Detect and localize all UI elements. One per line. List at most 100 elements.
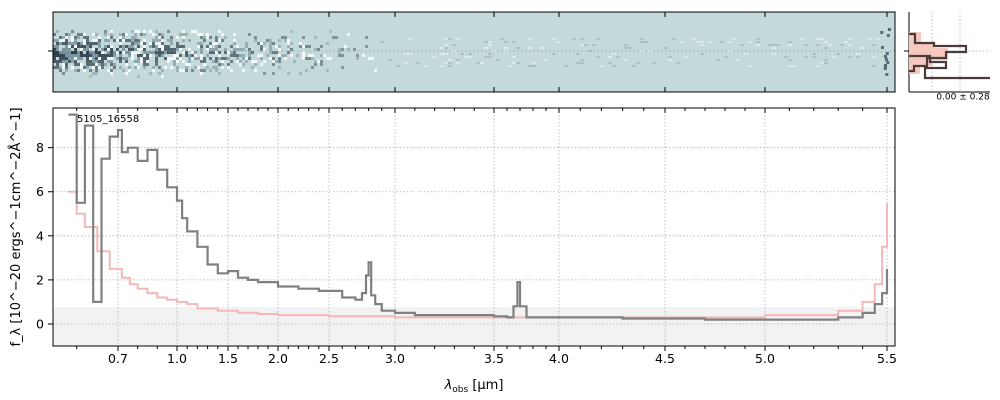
spectrum-pixel <box>128 48 131 51</box>
spectrum-pixel <box>182 51 185 54</box>
spectrum-pixel <box>89 63 92 66</box>
histogram-data-line <box>909 54 990 80</box>
spectrum-pixel <box>772 47 776 49</box>
spectrum-pixel <box>452 44 456 46</box>
spectrum-pixel <box>113 39 116 42</box>
spectrum-pixel <box>221 66 224 69</box>
spectrum-pixel <box>305 57 308 60</box>
spectrum-pixel <box>278 39 281 42</box>
spectrum-pixel <box>185 51 188 54</box>
spectrum-pixel <box>263 72 266 75</box>
spectrum-pixel <box>209 51 212 54</box>
spectrum-pixel <box>119 57 122 60</box>
spectrum-pixel <box>308 57 311 60</box>
spectrum-pixel <box>149 51 152 54</box>
spectrum-pixel <box>128 66 131 69</box>
spectrum-pixel <box>119 36 122 39</box>
spectrum-pixel <box>302 36 305 39</box>
spectrum-pixel <box>122 57 125 60</box>
spectrum-pixel <box>580 59 584 61</box>
spectrum-pixel <box>95 33 98 36</box>
spectrum-pixel <box>624 47 628 49</box>
spectrum-pixel <box>444 44 448 46</box>
spectrum-pixel <box>816 38 820 40</box>
spectrum-pixel <box>314 36 317 39</box>
spectrum-pixel <box>644 41 648 43</box>
spectrum-pixel <box>200 51 203 54</box>
spectrum-pixel <box>580 44 584 46</box>
spectrum-pixel <box>62 42 65 45</box>
spectrum-pixel <box>302 45 305 48</box>
spectrum-pixel <box>110 63 113 66</box>
spectrum-pixel <box>239 60 242 63</box>
spectrum-pixel <box>278 48 281 51</box>
spectrum-pixel <box>131 39 134 42</box>
spectrum-pixel <box>167 60 170 63</box>
spectrum-pixel <box>92 39 95 42</box>
spectrum-pixel <box>170 57 173 60</box>
spectrum-pixel <box>236 48 239 51</box>
spectrum-pixel <box>86 48 89 51</box>
spectrum-pixel <box>248 57 251 60</box>
spectrum-pixel <box>89 57 92 60</box>
spectrum-pixel <box>444 38 448 40</box>
spectrum-pixel <box>92 48 95 51</box>
spectrum-pixel <box>287 45 290 48</box>
spectrum-pixel <box>80 45 83 48</box>
spectrum-pixel <box>203 63 206 66</box>
spectrum-pixel <box>122 69 125 72</box>
spectrum-pixel <box>269 42 272 45</box>
spectrum-pixel <box>62 72 65 75</box>
spectrum-pixel <box>368 57 371 60</box>
spectrum-pixel <box>173 60 176 63</box>
spectrum-pixel <box>95 48 98 51</box>
spectrum-pixel <box>89 51 92 54</box>
spectrum-pixel <box>496 59 500 61</box>
spectrum-pixel <box>104 45 107 48</box>
spectrum-pixel <box>137 54 140 57</box>
spectrum-pixel <box>380 41 384 43</box>
spectrum-pixel <box>179 45 182 48</box>
spectrum-pixel <box>71 51 74 54</box>
spectrum-pixel <box>772 53 776 55</box>
spectrum-pixel <box>532 62 536 64</box>
spectrum-pixel <box>92 33 95 36</box>
spectrum-pixel <box>365 36 368 39</box>
spectrum-pixel <box>480 62 484 64</box>
spectrum-pixel <box>110 33 113 36</box>
spectrum-pixel <box>74 42 77 45</box>
spectrum-pixel <box>323 54 326 57</box>
spectrum-pixel <box>158 51 161 54</box>
spectrum-pixel <box>155 63 158 66</box>
spectrum-pixel <box>272 60 275 63</box>
spectrum-pixel <box>170 66 173 69</box>
spectrum-pixel <box>293 60 296 63</box>
spectrum-pixel <box>77 69 80 72</box>
spectrum-pixel <box>215 36 218 39</box>
spectrum-pixel <box>125 63 128 66</box>
spectrum-pixel <box>284 39 287 42</box>
spectrum-pixel <box>281 54 284 57</box>
spectrum-pixel <box>98 39 101 42</box>
spectrum-pixel <box>416 62 420 64</box>
spectrum-pixel <box>260 48 263 51</box>
spectrum-pixel <box>209 36 212 39</box>
spectrum-pixel <box>134 33 137 36</box>
spectrum-pixel <box>98 54 101 57</box>
spectrum-pixel <box>134 66 137 69</box>
spectrum-pixel <box>92 72 95 75</box>
spectrum-pixel <box>110 57 113 60</box>
spectrum-pixel <box>53 54 56 57</box>
spectrum-pixel <box>86 51 89 54</box>
spectrum-pixel <box>89 69 92 72</box>
spectrum-pixel <box>143 48 146 51</box>
spectrum-pixel <box>110 36 113 39</box>
spectrum-pixel <box>320 54 323 57</box>
spectrum-pixel <box>161 75 164 78</box>
spectrum-pixel <box>872 56 876 58</box>
spectrum-pixel <box>80 57 83 60</box>
spectrum-pixel <box>59 69 62 72</box>
spectrum-pixel <box>227 63 230 66</box>
spectrum-pixel <box>263 60 266 63</box>
spectrum-pixel <box>233 48 236 51</box>
